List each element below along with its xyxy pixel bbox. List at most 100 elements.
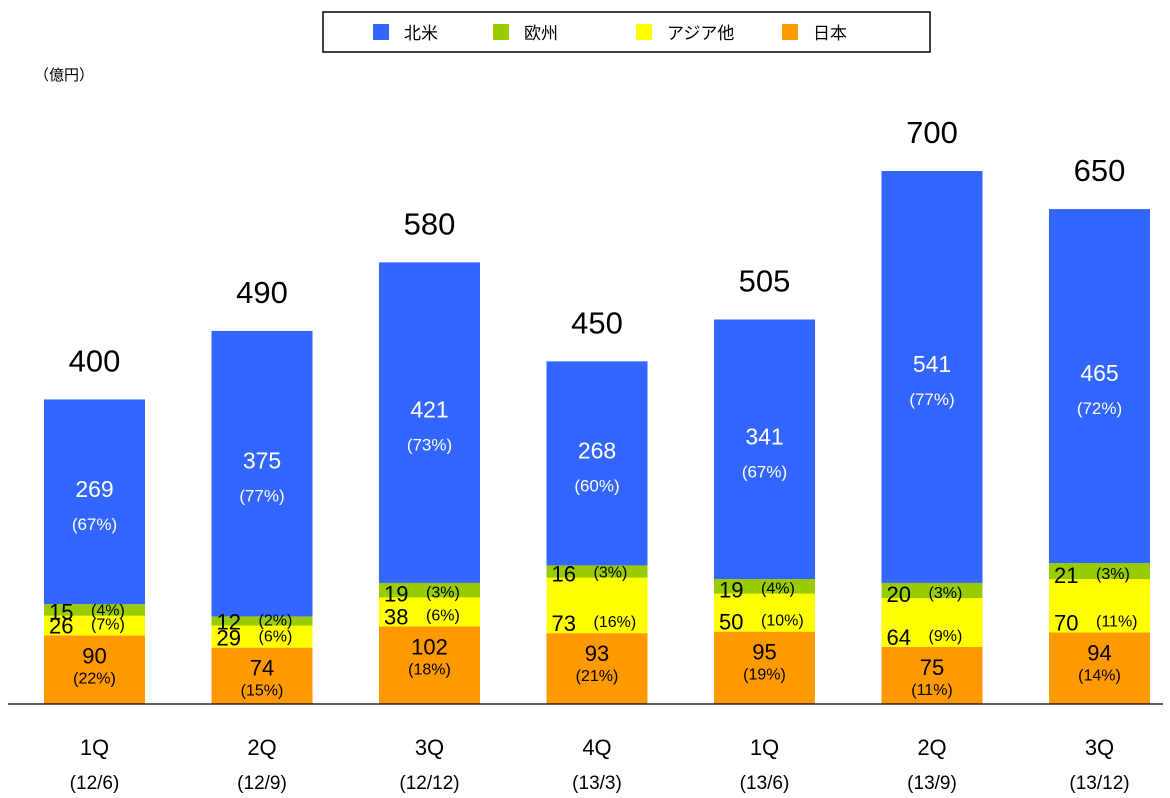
data-label-percent: (18%) — [408, 661, 451, 678]
bar-total-label: 580 — [404, 206, 456, 241]
data-label-value: 12 — [217, 610, 241, 635]
data-label-percent: (6%) — [426, 607, 460, 624]
x-tick-sublabel: (13/9) — [907, 773, 957, 794]
bar-segment — [546, 633, 648, 704]
data-label-percent: (4%) — [761, 581, 795, 598]
bar-total-label: 450 — [571, 305, 623, 340]
data-label-value: 74 — [250, 656, 274, 681]
data-label-value: 93 — [585, 641, 609, 666]
x-tick-sublabel: (13/12) — [1069, 773, 1129, 794]
data-label-percent: (11%) — [1096, 613, 1138, 630]
x-tick-sublabel: (13/3) — [572, 773, 622, 794]
data-label-value: 70 — [1054, 610, 1078, 635]
data-label-percent: (2%) — [259, 613, 293, 630]
data-label-value: 73 — [552, 611, 576, 636]
legend: 北米 欧州 アジア他 日本 — [322, 11, 931, 53]
data-label-percent: (22%) — [73, 670, 116, 687]
x-tick-sublabel: (12/12) — [399, 773, 459, 794]
bar-total-label: 490 — [236, 275, 288, 310]
data-label-percent: (67%) — [72, 515, 117, 534]
bar-segment — [44, 615, 145, 636]
data-label-value: 341 — [745, 423, 783, 449]
bar-segment — [546, 577, 648, 634]
bar-total-label: 700 — [906, 115, 958, 150]
bar-segment — [44, 635, 145, 704]
data-label-value: 38 — [384, 604, 408, 629]
data-label-value: 19 — [384, 581, 408, 606]
bar-segment — [379, 262, 480, 583]
data-label-value: 19 — [719, 578, 743, 603]
x-tick-label: 1Q — [80, 735, 109, 760]
legend-swatch — [782, 24, 798, 40]
bar-segment — [881, 598, 983, 647]
data-label-value: 21 — [1054, 563, 1078, 588]
data-label-percent: (67%) — [742, 462, 787, 481]
data-label-percent: (3%) — [1096, 566, 1130, 583]
bar-segment — [546, 565, 648, 578]
data-label-value: 94 — [1087, 640, 1111, 665]
data-label-percent: (60%) — [574, 476, 619, 495]
legend-box — [322, 11, 931, 53]
data-label-value: 268 — [578, 437, 616, 463]
data-label-value: 102 — [411, 634, 448, 659]
bar-segment — [714, 319, 815, 580]
data-label-value: 375 — [243, 448, 281, 474]
bar-total-label: 400 — [69, 343, 121, 378]
bar-segment — [44, 399, 145, 605]
bar-segment — [379, 597, 480, 627]
x-tick-sublabel: (13/6) — [740, 773, 790, 794]
data-label-value: 75 — [920, 655, 944, 680]
data-label-percent: (3%) — [929, 585, 963, 602]
legend-swatch — [636, 24, 652, 40]
data-label-percent: (11%) — [911, 682, 953, 699]
bar-total-label: 505 — [739, 263, 791, 298]
data-label-percent: (9%) — [929, 628, 963, 645]
bar-segment — [211, 330, 313, 617]
data-label-value: 15 — [49, 600, 73, 625]
bar-segment — [379, 626, 480, 704]
x-tick-sublabel: (12/6) — [70, 773, 120, 794]
data-label-value: 95 — [752, 640, 776, 665]
data-label-percent: (6%) — [259, 629, 293, 646]
bar-segment — [546, 361, 648, 566]
data-label-value: 269 — [75, 476, 113, 502]
data-label-percent: (14%) — [1078, 667, 1121, 684]
x-axis-ticks: 1Q (12/6) 2Q (12/9) 3Q (12/12) 4Q (13/3) 1Q (13/6… — [70, 735, 1130, 794]
legend-label: 日本 — [813, 24, 847, 43]
bar-segment — [1049, 632, 1150, 704]
bar-segment — [714, 631, 815, 704]
x-tick-label: 2Q — [247, 735, 276, 760]
bar-segment — [44, 604, 145, 616]
data-label-percent: (7%) — [91, 616, 125, 633]
unit-label: （億円） — [34, 67, 94, 84]
bar-segment — [714, 593, 815, 632]
data-label-percent: (16%) — [594, 614, 637, 631]
data-label-percent: (19%) — [743, 667, 786, 684]
x-tick-label: 1Q — [750, 735, 779, 760]
data-label-percent: (77%) — [909, 390, 954, 409]
data-label-percent: (15%) — [241, 683, 284, 700]
bar-segment — [714, 579, 815, 594]
x-tick-label: 3Q — [415, 735, 444, 760]
x-tick-sublabel: (12/9) — [237, 773, 287, 794]
bar-segment — [1049, 209, 1150, 564]
data-label-percent: (77%) — [239, 487, 284, 506]
bar-segment — [881, 582, 983, 599]
data-label-percent: (4%) — [91, 603, 125, 620]
bar-segment — [211, 625, 313, 648]
data-label-percent: (3%) — [426, 584, 460, 601]
legend-swatch — [493, 24, 509, 40]
data-label-percent: (21%) — [576, 668, 619, 685]
legend-label: 欧州 — [524, 24, 558, 43]
bar-segment — [1049, 579, 1150, 633]
data-label-percent: (73%) — [407, 436, 452, 455]
data-label-percent: (10%) — [761, 613, 804, 630]
bar-total-label: 650 — [1074, 153, 1126, 188]
legend-label: アジア他 — [667, 24, 734, 43]
data-label-value: 26 — [49, 613, 73, 638]
bar-segment — [881, 171, 983, 583]
data-label-percent: (3%) — [594, 565, 628, 582]
data-label-value: 90 — [82, 643, 106, 668]
data-label-value: 20 — [887, 582, 911, 607]
